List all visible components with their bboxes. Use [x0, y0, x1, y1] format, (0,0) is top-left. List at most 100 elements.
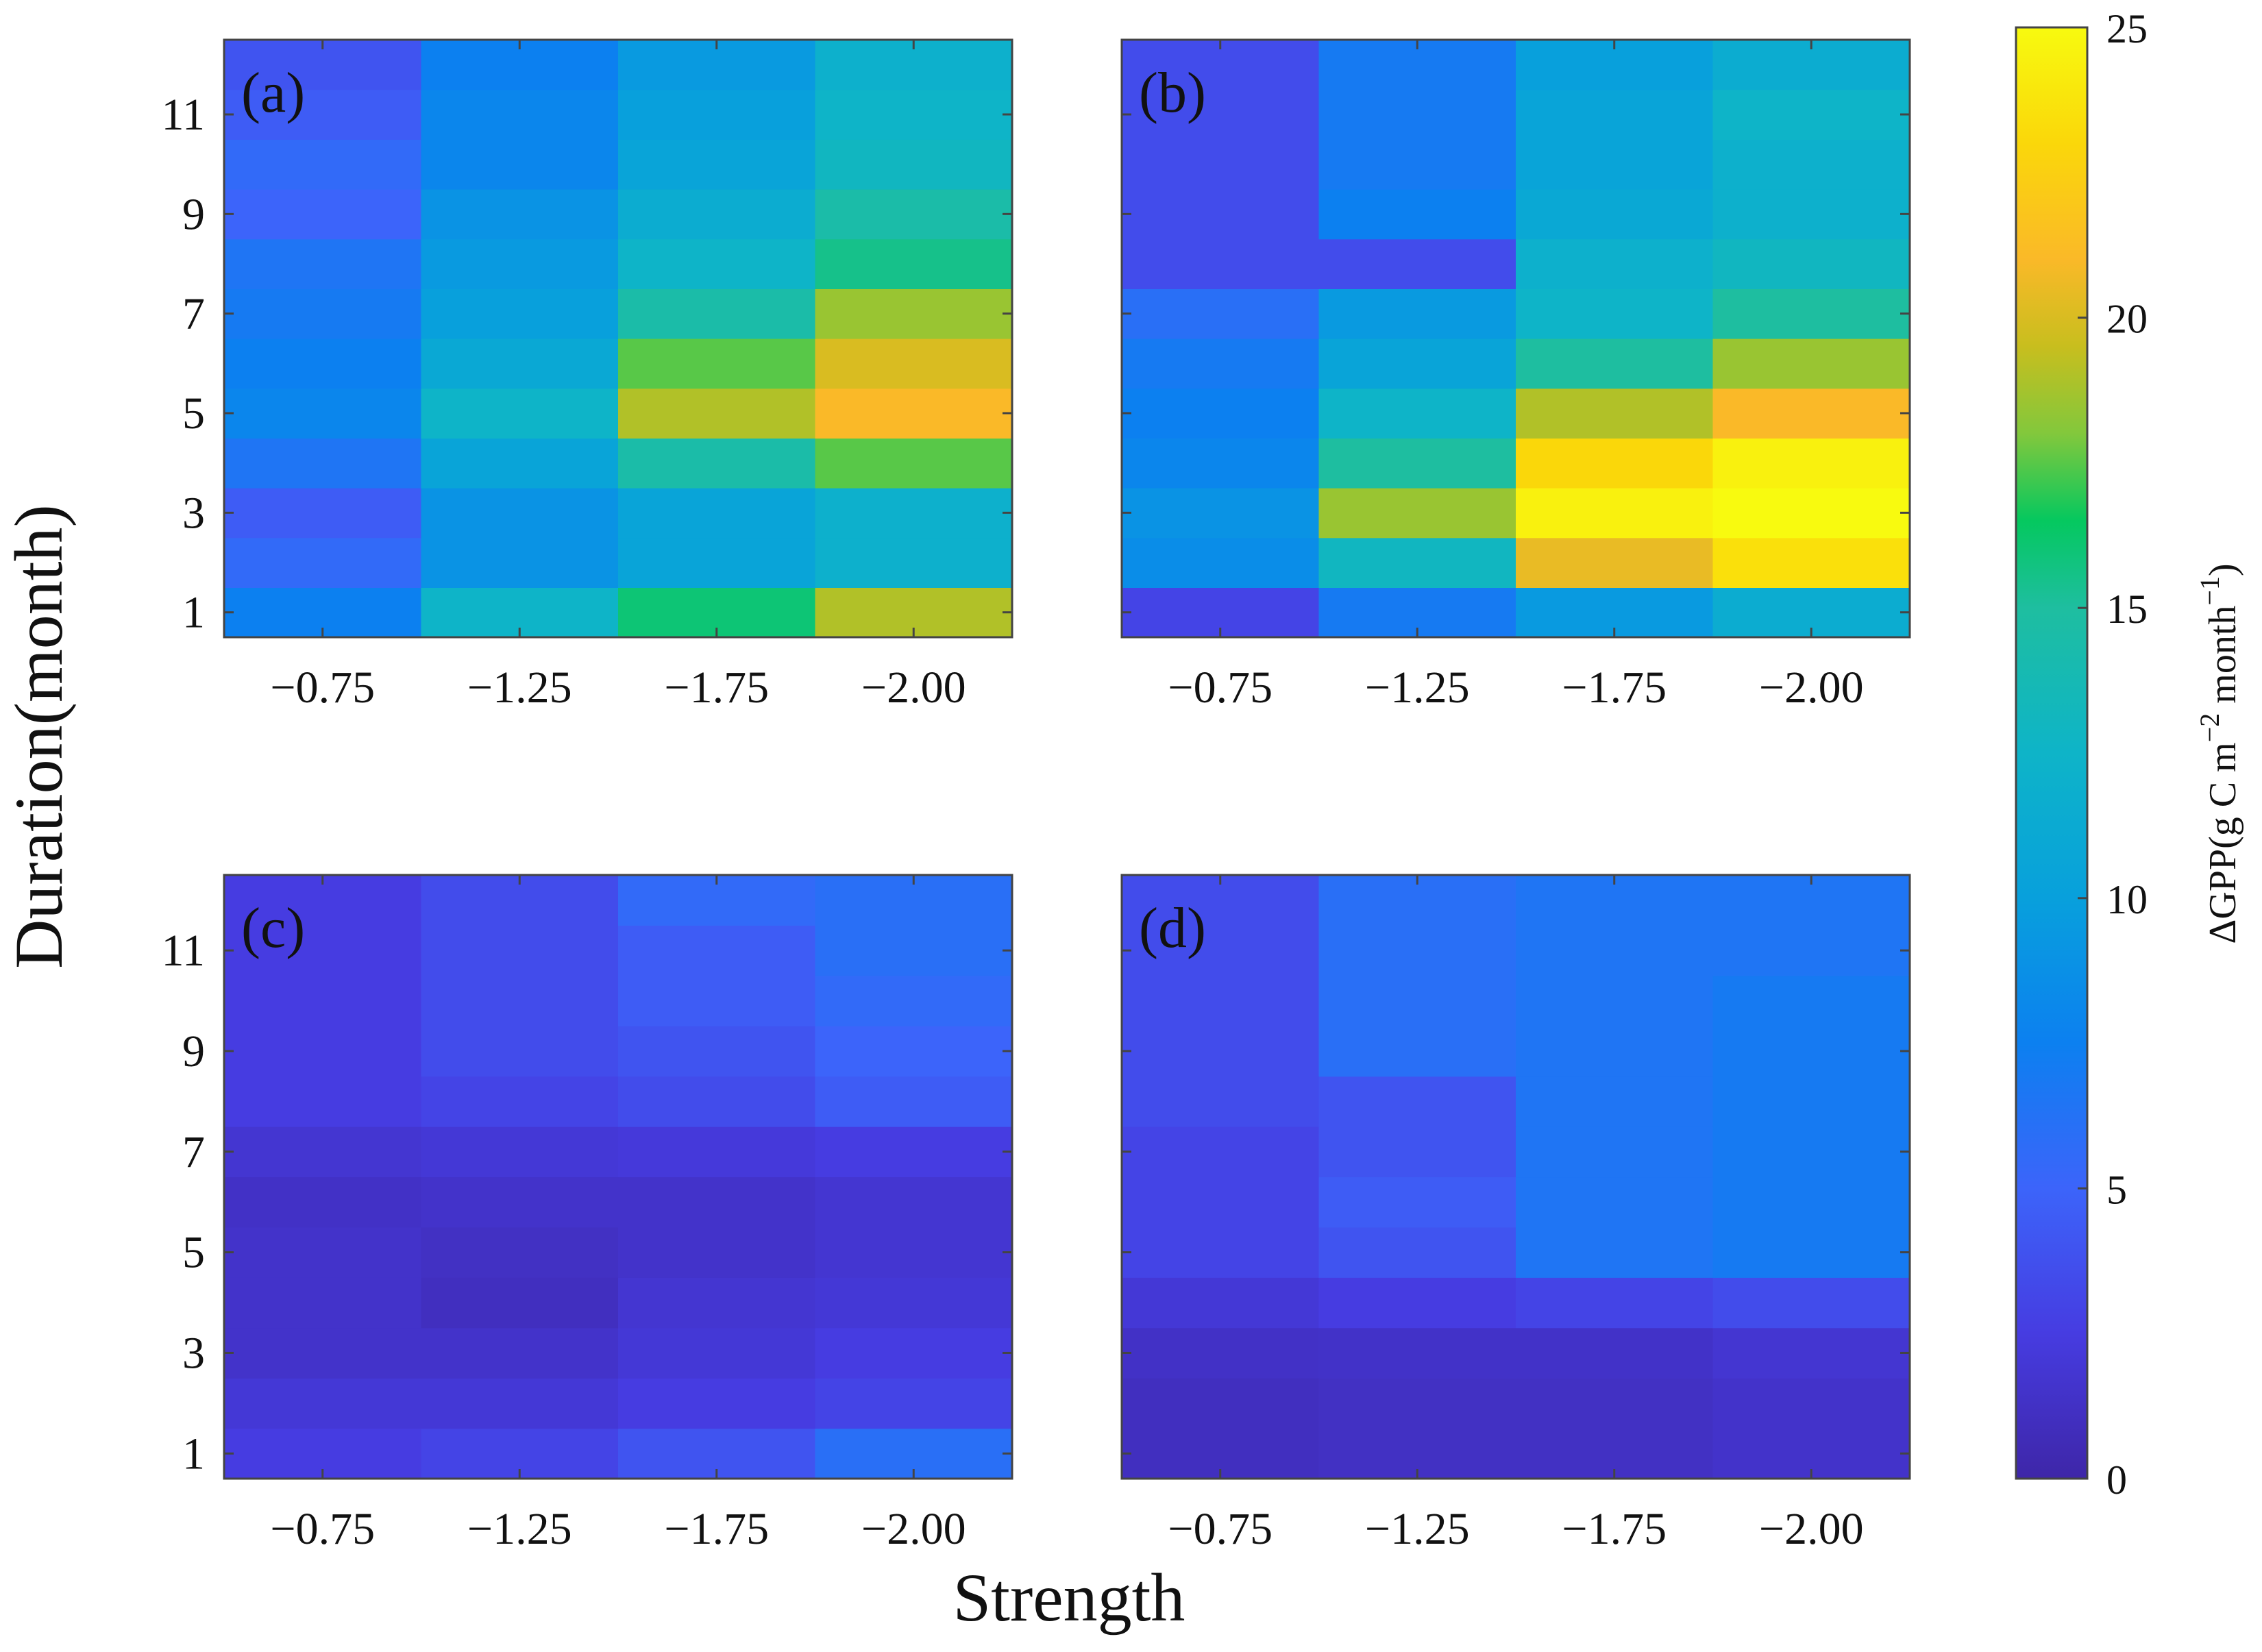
y-tick-label: 11 — [161, 926, 205, 976]
heatmap-cell — [1318, 537, 1516, 588]
heatmap-cell — [421, 189, 619, 240]
heatmap-cell — [1516, 1378, 1714, 1429]
heatmap-cell — [224, 1076, 422, 1127]
heatmap-cell — [618, 1327, 816, 1379]
colorbar-tick-label: 25 — [2106, 6, 2148, 51]
y-tick-label: 1 — [182, 588, 205, 638]
heatmap-cell — [1516, 925, 1714, 976]
heatmap-cell — [421, 288, 619, 339]
heatmap-cell — [421, 925, 619, 976]
colorbar-tick-label: 10 — [2106, 877, 2148, 922]
heatmap-cell — [815, 975, 1013, 1026]
panel-a: (a) −0.75 −1.25 −1.75 −2.00 1 3 5 7 9 11 — [161, 38, 1013, 713]
heatmap-cell — [1122, 1226, 1320, 1278]
heatmap-cell — [421, 388, 619, 439]
heatmap-cell — [1712, 139, 1910, 190]
x-tick-label: −2.00 — [861, 1504, 966, 1554]
heatmap-cell — [224, 1277, 422, 1329]
heatmap-cell — [421, 1277, 619, 1329]
heatmap-cell — [1122, 1026, 1320, 1077]
heatmap-cell — [421, 238, 619, 289]
colorbar-ticks: 0 5 10 15 20 25 — [2078, 6, 2148, 1503]
heatmap-cell — [224, 1226, 422, 1278]
heatmap-cell — [1516, 189, 1714, 240]
heatmap-cell — [421, 89, 619, 140]
panels: (a) −0.75 −1.25 −1.75 −2.00 1 3 5 7 9 11 (b) −0.75 −1… — [161, 38, 1911, 1554]
heatmap-cell — [224, 139, 422, 190]
heatmap-cell — [224, 189, 422, 240]
heatmap-cell — [1516, 1076, 1714, 1127]
heatmap-cell — [1318, 925, 1516, 976]
heatmap-cell — [1122, 189, 1320, 240]
heatmap-cell — [815, 139, 1013, 190]
heatmap-cell — [1122, 89, 1320, 140]
heatmap-cell — [1122, 238, 1320, 289]
colorbar-tick-label: 5 — [2106, 1167, 2127, 1212]
heatmap-cell — [224, 1176, 422, 1228]
y-tick-label: 7 — [182, 1127, 205, 1177]
heatmap-cell — [1122, 438, 1320, 489]
heatmap-cell — [1516, 488, 1714, 539]
heatmap-cell — [1318, 388, 1516, 439]
heatmap-cell — [1122, 537, 1320, 588]
y-tick-label: 1 — [182, 1429, 205, 1479]
heatmap-cell — [618, 1378, 816, 1429]
heatmap-cell — [815, 537, 1013, 588]
x-tick-label: −1.75 — [1562, 663, 1667, 713]
heatmap-cell — [1712, 1076, 1910, 1127]
heatmap-cell — [1318, 1277, 1516, 1329]
heatmap-cell — [1122, 1176, 1320, 1228]
x-tick-label: −1.75 — [664, 1504, 769, 1554]
heatmap-cell — [1318, 1076, 1516, 1127]
heatmap-cell — [815, 1026, 1013, 1077]
heatmap-cell — [1712, 537, 1910, 588]
x-tick-label: −2.00 — [1759, 663, 1864, 713]
colorbar-title-sup2: −1 — [2194, 576, 2225, 606]
heatmap-cell — [1318, 488, 1516, 539]
panel-label: (b) — [1139, 61, 1206, 125]
heatmap-cell — [1712, 1026, 1910, 1077]
heatmap-cell — [618, 1126, 816, 1178]
heatmap-cell — [1516, 1176, 1714, 1228]
heatmap-cell — [1712, 288, 1910, 339]
heatmap-cell — [1122, 925, 1320, 976]
colorbar-title-mid: month — [2202, 606, 2244, 713]
plot-frame — [1120, 874, 1911, 1480]
heatmap-cell — [421, 1226, 619, 1278]
heatmap-cell — [1712, 975, 1910, 1026]
x-tick-label: −1.25 — [467, 1504, 572, 1554]
colorbar-tick-label: 20 — [2106, 297, 2148, 342]
heatmap-cell — [1318, 288, 1516, 339]
heatmap-cell — [224, 288, 422, 339]
heatmap-cell — [618, 288, 816, 339]
heatmap-cell — [1122, 1076, 1320, 1127]
panel-label: (c) — [241, 896, 305, 960]
heatmap-cell — [815, 1176, 1013, 1228]
plot-frame — [223, 874, 1013, 1480]
heatmap-cell — [815, 338, 1013, 389]
heatmap-cell — [618, 388, 816, 439]
x-tick-label: −1.25 — [467, 663, 572, 713]
heatmap-cell — [618, 925, 816, 976]
heatmap-cell — [1318, 189, 1516, 240]
heatmap-cell — [815, 1076, 1013, 1127]
heatmap-cell — [224, 89, 422, 140]
y-tick-label: 11 — [161, 90, 205, 140]
y-tick-label: 3 — [182, 1328, 205, 1378]
heatmap-cell — [421, 1378, 619, 1429]
heatmap-cell — [1516, 1327, 1714, 1379]
heatmap-cell — [1318, 438, 1516, 489]
colorbar-title-sup1: −2 — [2194, 713, 2225, 743]
heatmap-cell — [421, 1126, 619, 1178]
panel-b: (b) −0.75 −1.25 −1.75 −2.00 — [1120, 38, 1911, 713]
x-axis-title: Strength — [953, 1559, 1185, 1636]
heatmap-cell — [1318, 1126, 1516, 1178]
heatmap-cell — [1318, 1378, 1516, 1429]
heatmap-cell — [1122, 139, 1320, 190]
heatmap-cell — [1516, 238, 1714, 289]
x-tick-label: −0.75 — [1168, 663, 1273, 713]
heatmap-cell — [1516, 139, 1714, 190]
heatmap-cell — [1122, 1126, 1320, 1178]
heatmap-cell — [1122, 1378, 1320, 1429]
heatmap-cell — [224, 975, 422, 1026]
